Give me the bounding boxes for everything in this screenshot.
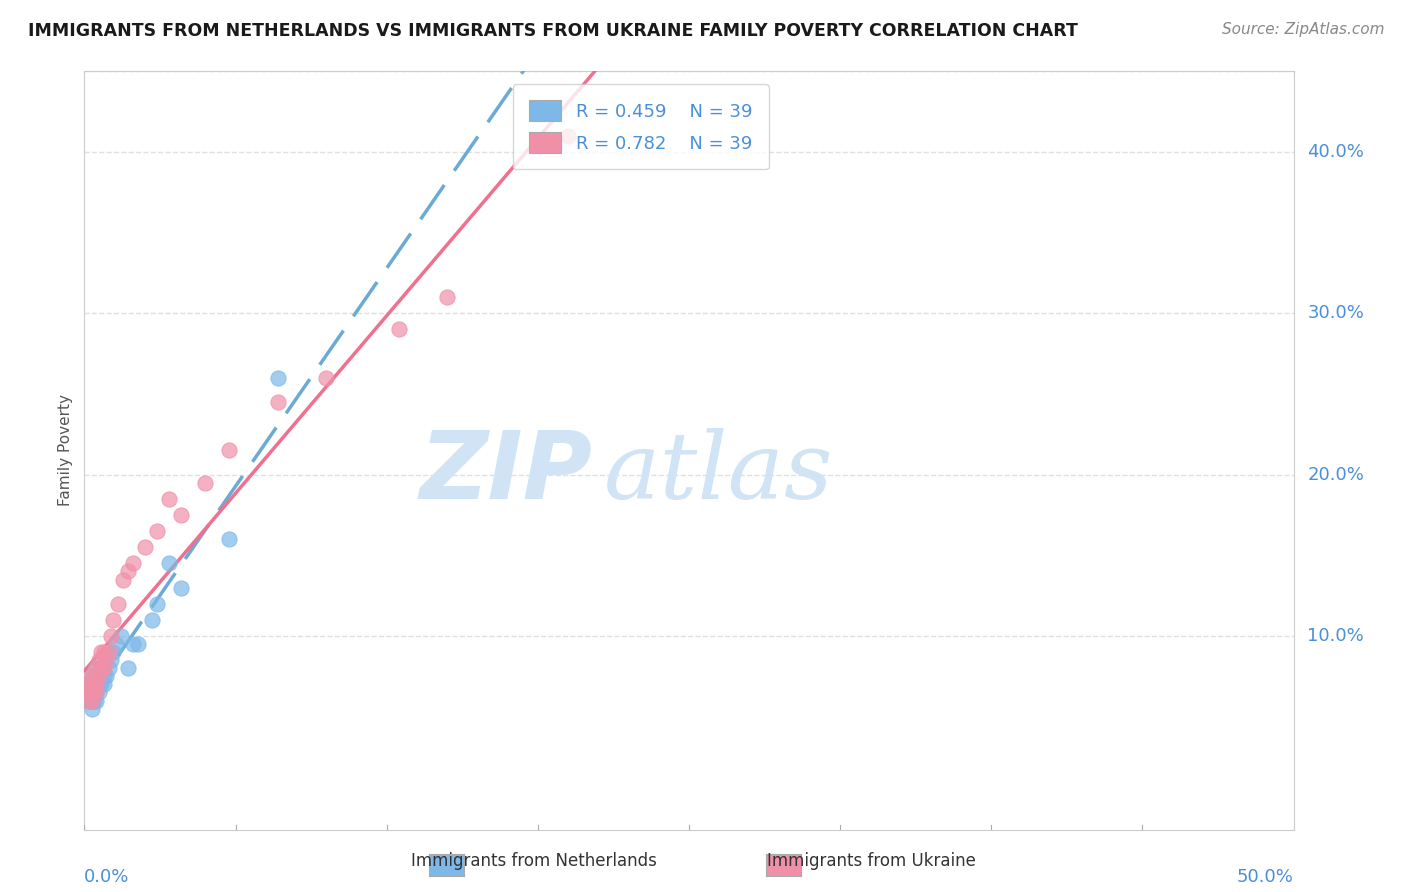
Point: [83, 685, 105, 699]
Point: [80, 685, 103, 699]
Point: [97, 661, 120, 675]
Point: [80, 685, 103, 699]
Point: [127, 637, 149, 651]
Text: Immigrants from Ukraine: Immigrants from Ukraine: [768, 852, 976, 870]
Point: [76, 685, 98, 699]
Point: [267, 395, 290, 409]
Point: [170, 508, 193, 522]
Point: [77, 681, 100, 695]
Point: [77, 693, 100, 707]
Point: [87, 677, 110, 691]
Point: [194, 475, 217, 490]
Point: [77, 685, 100, 699]
Point: [80, 693, 103, 707]
Point: [103, 613, 125, 627]
Point: [80, 669, 103, 683]
Point: [110, 629, 132, 643]
Point: [557, 128, 579, 143]
Text: IMMIGRANTS FROM NETHERLANDS VS IMMIGRANTS FROM UKRAINE FAMILY POVERTY CORRELATIO: IMMIGRANTS FROM NETHERLANDS VS IMMIGRANT…: [28, 22, 1078, 40]
Point: [87, 669, 110, 683]
Point: [87, 653, 110, 667]
Point: [77, 693, 100, 707]
Text: atlas: atlas: [605, 428, 834, 518]
Point: [80, 669, 103, 683]
Point: [93, 677, 115, 691]
Text: Source: ZipAtlas.com: Source: ZipAtlas.com: [1222, 22, 1385, 37]
Point: [76, 693, 98, 707]
Point: [80, 693, 103, 707]
Point: [83, 669, 105, 683]
Point: [86, 677, 108, 691]
Point: [87, 685, 110, 699]
Point: [86, 677, 108, 691]
Point: [107, 597, 129, 611]
Point: [90, 645, 112, 659]
Point: [157, 491, 180, 506]
Point: [94, 669, 117, 683]
Point: [76, 677, 98, 691]
Point: [86, 685, 108, 699]
Legend: R = 0.459    N = 39, R = 0.782    N = 39: R = 0.459 N = 39, R = 0.782 N = 39: [513, 84, 769, 169]
Point: [388, 322, 411, 336]
Point: [218, 532, 240, 546]
Point: [134, 541, 156, 555]
Point: [218, 443, 240, 458]
Point: [90, 661, 112, 675]
Point: [121, 637, 143, 651]
Point: [86, 685, 108, 699]
Point: [83, 685, 105, 699]
Point: [267, 371, 290, 385]
Point: [100, 629, 122, 643]
Point: [93, 669, 115, 683]
Point: [83, 693, 105, 707]
Point: [146, 524, 169, 538]
Point: [170, 581, 193, 595]
Point: [90, 661, 112, 675]
Point: [87, 669, 110, 683]
Point: [97, 645, 120, 659]
Point: [93, 661, 115, 675]
Text: 30.0%: 30.0%: [1308, 304, 1364, 322]
Point: [93, 645, 115, 659]
Point: [117, 565, 139, 579]
Point: [83, 677, 105, 691]
Point: [117, 661, 139, 675]
Point: [315, 371, 337, 385]
Point: [157, 557, 180, 571]
Point: [90, 677, 112, 691]
Point: [83, 677, 105, 691]
Text: 10.0%: 10.0%: [1308, 627, 1364, 645]
Text: 20.0%: 20.0%: [1308, 466, 1364, 483]
Text: 50.0%: 50.0%: [1237, 869, 1294, 887]
Point: [141, 613, 163, 627]
Point: [146, 597, 169, 611]
Point: [77, 677, 100, 691]
Point: [100, 653, 122, 667]
Point: [112, 573, 135, 587]
Point: [86, 661, 108, 675]
Text: 40.0%: 40.0%: [1308, 143, 1364, 161]
Point: [77, 677, 100, 691]
Point: [76, 685, 98, 699]
Text: Immigrants from Netherlands: Immigrants from Netherlands: [412, 852, 657, 870]
Y-axis label: Family Poverty: Family Poverty: [58, 394, 73, 507]
Point: [121, 557, 143, 571]
Point: [436, 290, 458, 304]
Point: [80, 701, 103, 715]
Point: [86, 661, 108, 675]
Point: [86, 693, 108, 707]
Text: ZIP: ZIP: [419, 427, 592, 519]
Point: [77, 685, 100, 699]
Point: [94, 653, 117, 667]
Point: [104, 637, 127, 651]
Text: 0.0%: 0.0%: [84, 869, 129, 887]
Point: [103, 645, 125, 659]
